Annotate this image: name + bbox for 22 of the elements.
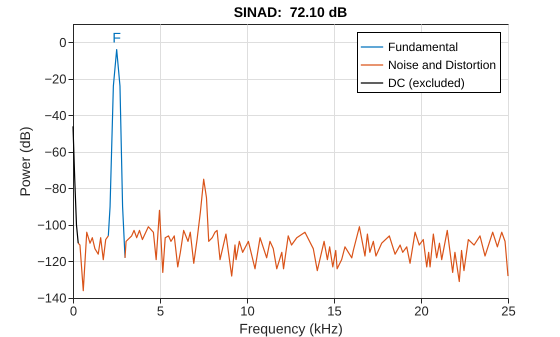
y-tick-label: −40 <box>44 108 66 123</box>
y-axis-title: Power (dB) <box>17 126 34 197</box>
y-tick-label: −20 <box>44 71 66 86</box>
x-tick-label: 25 <box>501 304 516 318</box>
line-series <box>72 126 79 244</box>
legend-label: Noise and Distortion <box>388 58 496 72</box>
legend-label: DC (excluded) <box>388 76 465 90</box>
x-tick-label: 10 <box>240 304 255 318</box>
y-tick-label: 0 <box>59 34 66 50</box>
legend-label: Fundamental <box>388 40 458 54</box>
y-tick-label: −140 <box>37 290 66 306</box>
x-axis-title: Frequency (kHz) <box>239 320 343 336</box>
x-tick-label: 0 <box>70 304 78 318</box>
x-tick-label: 5 <box>156 304 164 318</box>
x-tick-label: 15 <box>327 304 342 318</box>
y-tick-label: −60 <box>44 144 66 160</box>
chart-title: SINAD: 72.10 dB <box>234 4 348 20</box>
y-tick-label: −80 <box>44 180 66 196</box>
y-tick-label: −100 <box>37 217 66 232</box>
y-tick-label: −120 <box>37 254 66 269</box>
annotation: F <box>112 30 121 46</box>
x-tick-label: 20 <box>414 304 429 318</box>
